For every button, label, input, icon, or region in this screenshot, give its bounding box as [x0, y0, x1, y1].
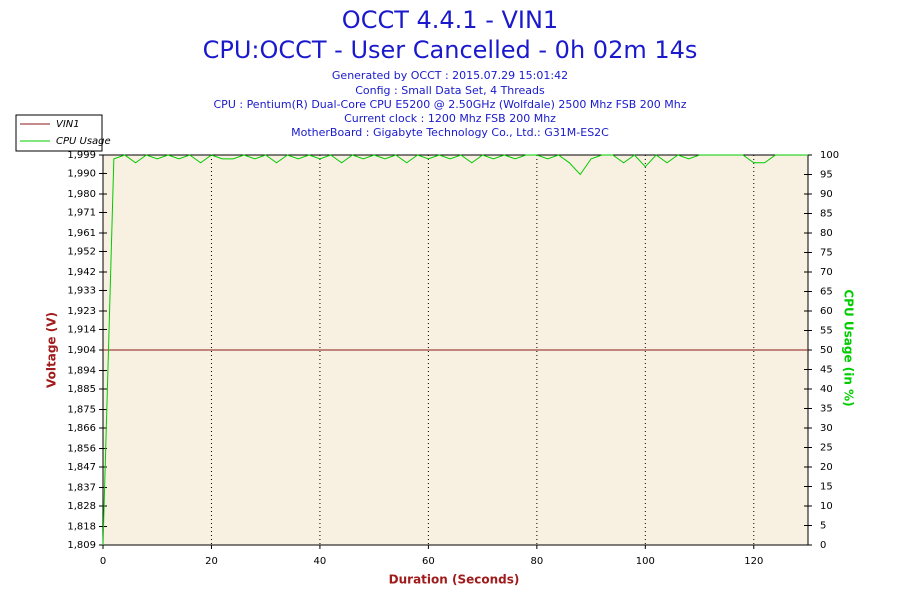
y-tick-label: 1,866 — [67, 423, 96, 434]
y2-tick-label: 70 — [820, 267, 833, 278]
y2-tick-label: 95 — [820, 170, 833, 181]
y2-tick-label: 0 — [820, 540, 826, 551]
y-tick-label: 1,885 — [67, 384, 96, 395]
y2-tick-label: 15 — [820, 482, 833, 493]
y-tick-label: 1,914 — [67, 324, 96, 335]
x-tick-label: 0 — [100, 556, 106, 567]
y-tick-label: 1,999 — [67, 150, 96, 161]
x-tick-label: 80 — [530, 556, 543, 567]
x-axis-label: Duration (Seconds) — [389, 573, 520, 587]
info-line: CPU : Pentium(R) Dual-Core CPU E5200 @ 2… — [214, 98, 687, 111]
y2-tick-label: 85 — [820, 209, 833, 220]
y2-tick-label: 65 — [820, 287, 833, 298]
y-tick-label: 1,961 — [67, 228, 96, 239]
y2-tick-label: 75 — [820, 248, 833, 259]
y-tick-label: 1,847 — [67, 462, 96, 473]
data-line — [102, 154, 808, 546]
y-tick-label: 1,933 — [67, 285, 96, 296]
y-tick-label: 1,923 — [67, 306, 96, 317]
legend: VIN1 CPU Usage — [15, 114, 111, 152]
y-tick-label: 1,904 — [67, 345, 96, 356]
y-tick-label: 1,818 — [67, 522, 96, 533]
y-tick-label: 1,894 — [67, 366, 96, 377]
info-line: MotherBoard : Gigabyte Technology Co., L… — [291, 126, 609, 139]
y2-tick-label: 10 — [820, 501, 833, 512]
x-tick-label: 20 — [205, 556, 218, 567]
y2-tick-label: 25 — [820, 443, 833, 454]
y2-tick-label: 45 — [820, 365, 833, 376]
chart-title: OCCT 4.4.1 - VIN1 — [342, 6, 558, 34]
y2-tick-label: 20 — [820, 462, 833, 473]
y-tick-label: 1,828 — [67, 501, 96, 512]
y-tick-label: 1,980 — [67, 189, 96, 200]
y2-tick-label: 100 — [820, 150, 839, 161]
legend-label: VIN1 — [56, 119, 80, 130]
y2-tick-label: 30 — [820, 423, 833, 434]
info-line: Config : Small Data Set, 4 Threads — [355, 84, 545, 97]
y-tick-label: 1,952 — [67, 246, 96, 257]
y-tick-label: 1,990 — [67, 168, 96, 179]
x-tick-label: 100 — [636, 556, 655, 567]
y2-tick-label: 50 — [820, 345, 833, 356]
y2-tick-label: 80 — [820, 228, 833, 239]
y-axis-label: Voltage (V) — [45, 312, 59, 388]
y2-tick-label: 55 — [820, 326, 833, 337]
x-tick-label: 120 — [744, 556, 763, 567]
y-tick-label: 1,809 — [67, 540, 96, 551]
y2-tick-label: 40 — [820, 384, 833, 395]
y2-tick-label: 35 — [820, 404, 833, 415]
info-line: Generated by OCCT : 2015.07.29 15:01:42 — [332, 69, 568, 82]
y-tick-label: 1,856 — [67, 444, 96, 455]
y2-axis-label: CPU Usage (in %) — [842, 289, 856, 406]
y2-tick-label: 60 — [820, 306, 833, 317]
legend-label: CPU Usage — [56, 136, 111, 147]
chart-subtitle: CPU:OCCT - User Cancelled - 0h 02m 14s — [203, 36, 698, 64]
y-tick-label: 1,971 — [67, 207, 96, 218]
y-tick-label: 1,942 — [67, 267, 96, 278]
y-tick-label: 1,875 — [67, 405, 96, 416]
x-tick-label: 60 — [422, 556, 435, 567]
x-tick-label: 40 — [314, 556, 327, 567]
legend-box — [15, 114, 103, 152]
info-line: Current clock : 1200 Mhz FSB 200 Mhz — [344, 112, 556, 125]
y-tick-label: 1,837 — [67, 483, 96, 494]
y2-tick-label: 90 — [820, 189, 833, 200]
y2-tick-label: 5 — [820, 521, 826, 532]
